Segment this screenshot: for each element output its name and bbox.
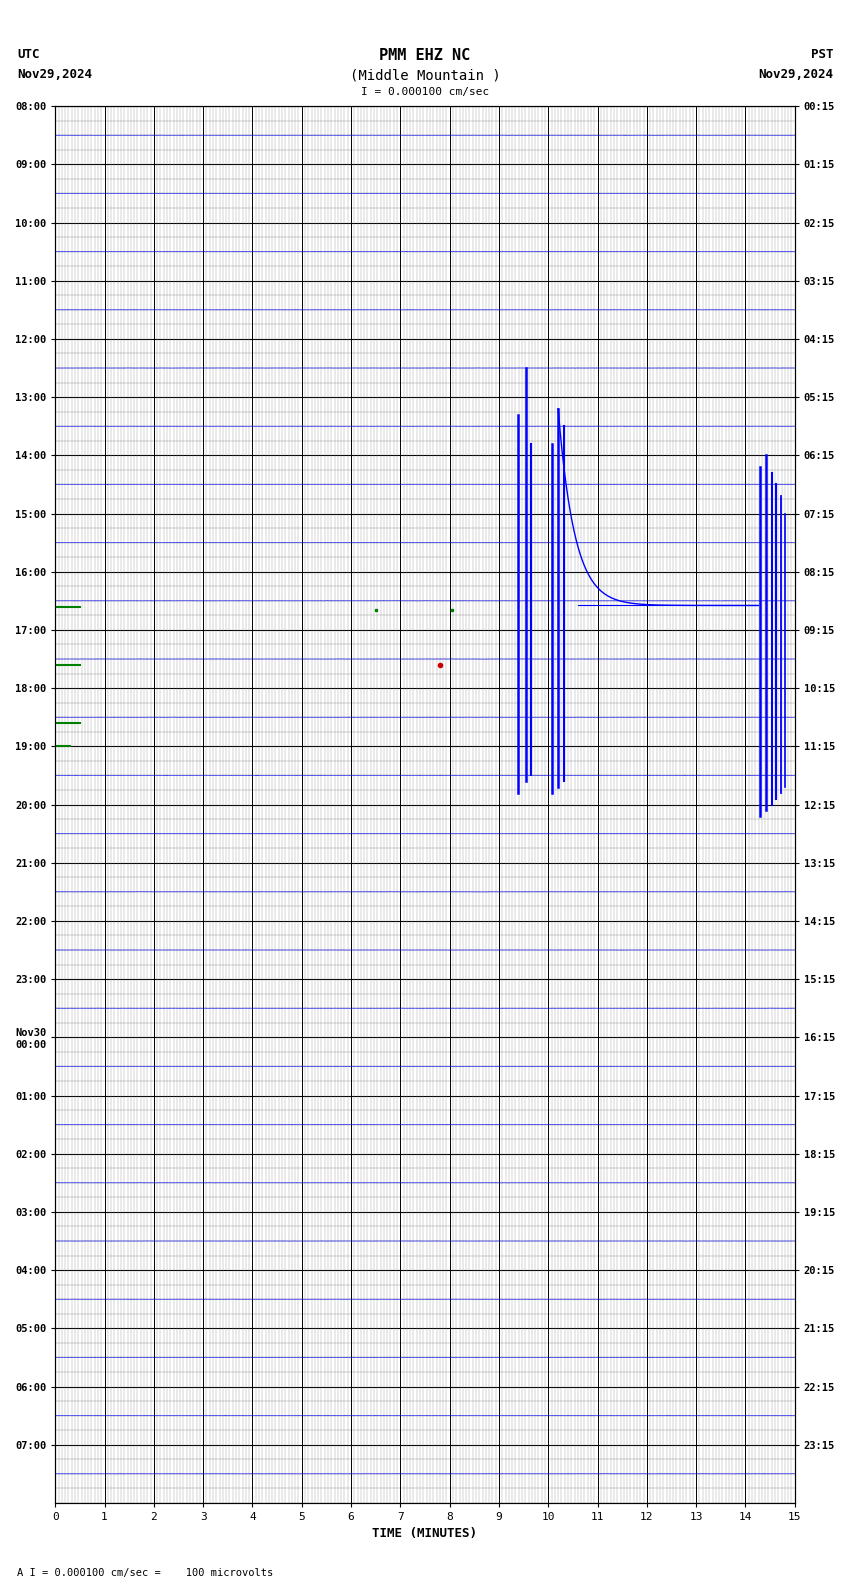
- Text: Nov29,2024: Nov29,2024: [17, 68, 92, 81]
- X-axis label: TIME (MINUTES): TIME (MINUTES): [372, 1527, 478, 1541]
- Text: Nov29,2024: Nov29,2024: [758, 68, 833, 81]
- Text: PST: PST: [811, 48, 833, 60]
- Text: UTC: UTC: [17, 48, 39, 60]
- Text: I = 0.000100 cm/sec: I = 0.000100 cm/sec: [361, 87, 489, 97]
- Text: (Middle Mountain ): (Middle Mountain ): [349, 68, 501, 82]
- Text: PMM EHZ NC: PMM EHZ NC: [379, 48, 471, 62]
- Text: A I = 0.000100 cm/sec =    100 microvolts: A I = 0.000100 cm/sec = 100 microvolts: [17, 1568, 273, 1578]
